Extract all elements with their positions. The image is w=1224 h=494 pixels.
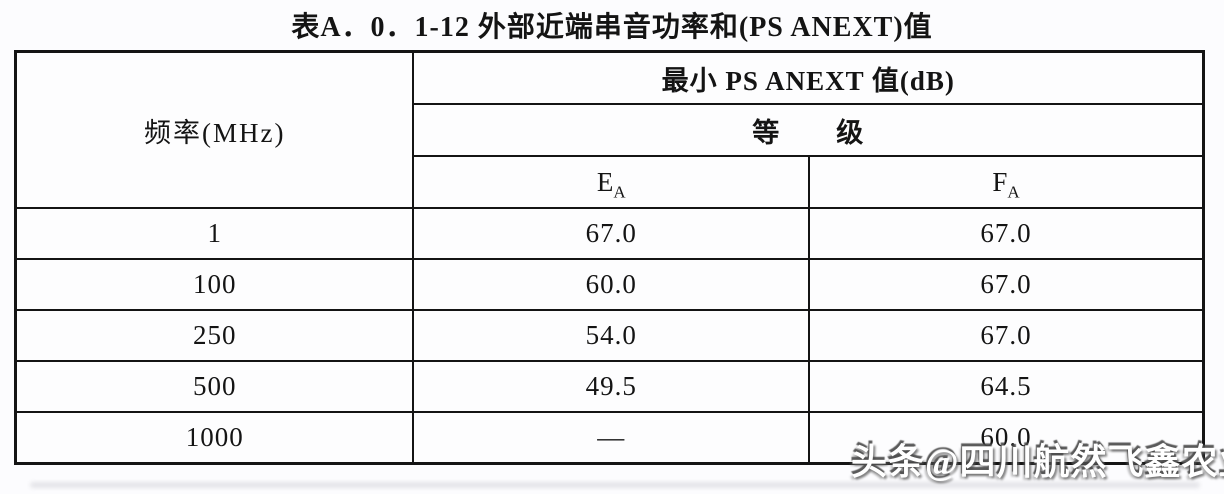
class-ea-header-cell: EA (412, 155, 811, 209)
freq-cell: 100 (14, 258, 415, 311)
class-fa-base: F (992, 166, 1008, 197)
fa-value-cell: 67.0 (808, 309, 1205, 362)
ea-value-cell: — (412, 411, 811, 465)
fa-value-cell: 60.0 (808, 411, 1205, 465)
table-caption: 表A．0．1-12 外部近端串音功率和(PS ANEXT)值 (291, 12, 933, 43)
frequency-header-cell: 频率(MHz) (14, 50, 415, 209)
freq-cell: 1000 (14, 411, 415, 465)
ea-value-cell: 49.5 (412, 360, 811, 413)
table-row: 500 49.5 64.5 (14, 360, 1205, 413)
class-fa-subscript: A (1007, 181, 1020, 201)
fa-value-cell: 64.5 (808, 360, 1205, 413)
header-row-1: 频率(MHz) 最小 PS ANEXT 值(dB) (14, 50, 1205, 209)
ea-value-cell: 67.0 (412, 207, 811, 260)
ps-anext-table: 频率(MHz) 最小 PS ANEXT 值(dB) 等 级 EA FA 1 67… (14, 50, 1205, 465)
ea-value-cell: 54.0 (412, 309, 811, 362)
ea-value-cell: 60.0 (412, 258, 811, 311)
freq-cell: 500 (14, 360, 415, 413)
table-row: 100 60.0 67.0 (14, 258, 1205, 311)
freq-cell: 250 (14, 309, 415, 362)
class-ea-subscript: A (613, 181, 626, 201)
fa-value-cell: 67.0 (808, 207, 1205, 260)
class-fa-header-cell: FA (808, 155, 1205, 209)
table-row: 250 54.0 67.0 (14, 309, 1205, 362)
min-ps-anext-header-cell: 最小 PS ANEXT 值(dB) (412, 50, 1205, 105)
header-row-3: EA FA (16, 155, 1205, 209)
freq-cell: 1 (14, 207, 415, 260)
grade-header-cell: 等 级 (412, 103, 1205, 157)
fa-value-cell: 67.0 (808, 258, 1205, 311)
class-ea-base: E (596, 166, 614, 197)
table-row: 1 67.0 67.0 (14, 207, 1205, 260)
table-row: 1000 — 60.0 (14, 411, 1205, 465)
header-row-2: 等 级 (16, 103, 1205, 157)
scan-artifact-smudge (30, 482, 1200, 488)
